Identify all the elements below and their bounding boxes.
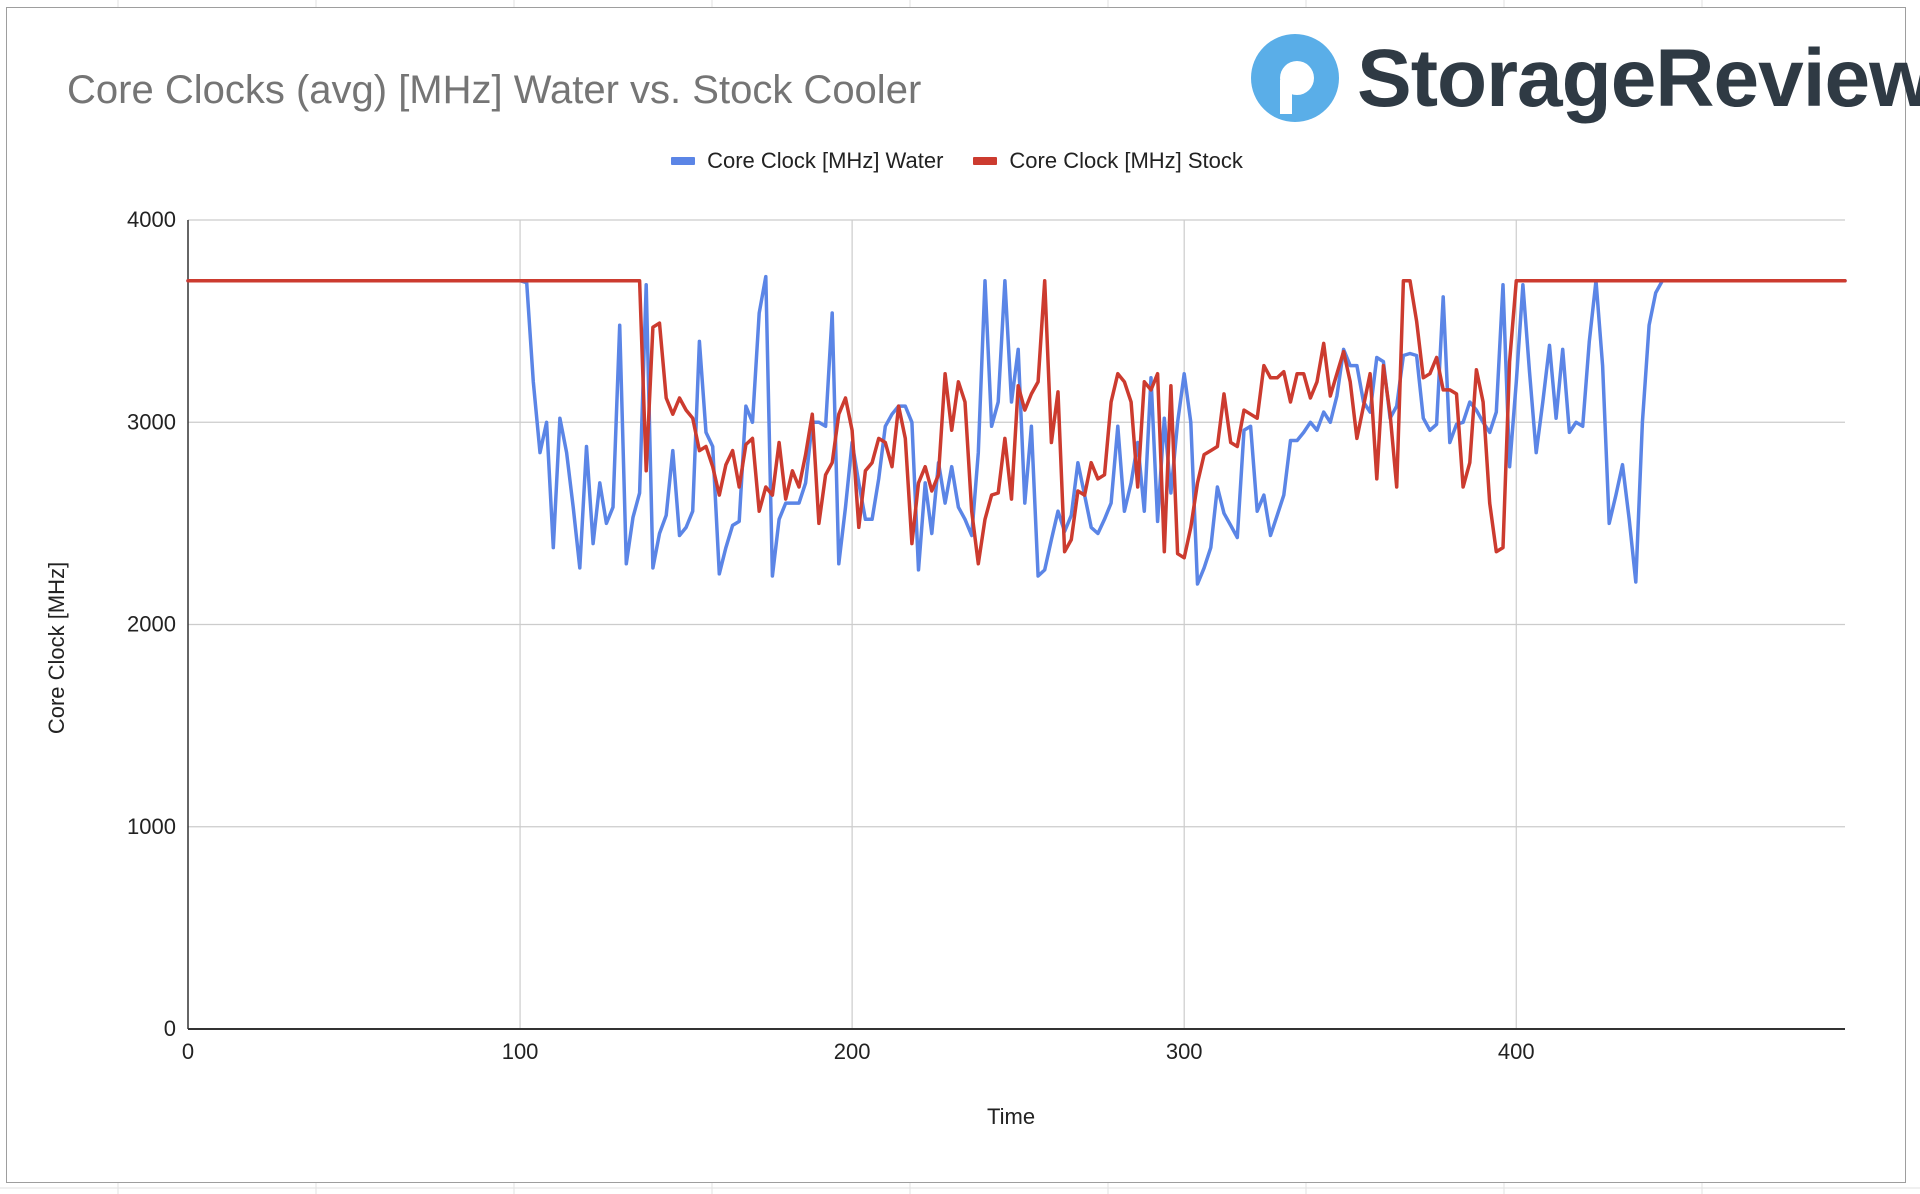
y-tick-label: 3000 — [127, 409, 176, 434]
chart-title: Core Clocks (avg) [MHz] Water vs. Stock … — [67, 68, 922, 112]
x-axis-label: Time — [987, 1104, 1036, 1129]
series-line-stock — [186, 278, 1847, 566]
plot-area[interactable]: 0 1000 2000 3000 4000 0 100 200 300 400 — [7, 8, 1907, 1184]
chart-container[interactable]: Core Clocks (avg) [MHz] Water vs. Stock … — [6, 7, 1920, 1184]
x-tick-label: 100 — [502, 1039, 539, 1064]
x-tick-label: 200 — [834, 1039, 871, 1064]
legend-swatch-water — [671, 157, 696, 165]
legend-swatch-stock — [973, 157, 998, 165]
y-tick-label: 1000 — [127, 814, 176, 839]
legend-item-water[interactable]: Core Clock [MHz] Water — [671, 148, 943, 174]
y-tick-label: 4000 — [127, 207, 176, 232]
storagereview-logo-icon — [1251, 34, 1339, 122]
legend-label-stock: Core Clock [MHz] Stock — [1009, 148, 1243, 173]
chart-legend: Core Clock [MHz] Water Core Clock [MHz] … — [7, 148, 1907, 174]
legend-item-stock[interactable]: Core Clock [MHz] Stock — [973, 148, 1243, 174]
x-tick-label: 0 — [182, 1039, 194, 1064]
y-axis-label-text: Core Clock [MHz] — [44, 561, 69, 735]
storagereview-logo: StorageReview — [1245, 28, 1920, 128]
x-tick-label: 400 — [1498, 1039, 1535, 1064]
logo-text: StorageReview — [1357, 33, 1920, 124]
series-line-water — [186, 274, 1847, 586]
y-tick-label: 2000 — [127, 612, 176, 637]
legend-label-water: Core Clock [MHz] Water — [707, 148, 944, 173]
x-tick-label: 300 — [1166, 1039, 1203, 1064]
y-tick-label: 0 — [164, 1016, 176, 1041]
